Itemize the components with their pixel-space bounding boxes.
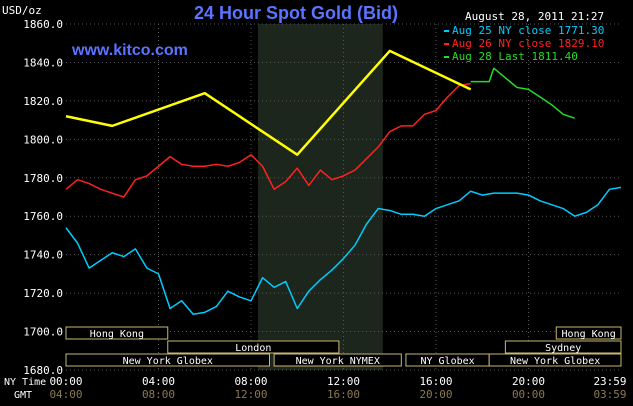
legend-item-aug25: Aug 25 NY close 1771.30 [452, 24, 604, 37]
session-bar [65, 326, 169, 340]
aug26-series-line [65, 82, 471, 198]
session-bar [167, 340, 340, 354]
y-axis-ticks: 1860.0 1840.0 1820.0 1800.0 1780.0 1760.0 1740… [23, 18, 63, 377]
y-tick-label: 1740.0 [23, 249, 63, 262]
session-label: Sydney [545, 343, 581, 354]
legend-item-aug28: Aug 28 Last 1811.40 [452, 50, 578, 63]
x-tick-label-ny: 04:00 [142, 375, 175, 388]
session-bar [488, 353, 622, 367]
session-label: Hong Kong [562, 329, 616, 340]
gmt-label: GMT [14, 390, 32, 401]
trading-sessions: Hong Kong London New York Globex New York N… [65, 326, 622, 367]
x-tick-label-gmt: 04:00 [49, 388, 82, 401]
session-label: New York Globex [510, 356, 600, 367]
y-tick-label: 1840.0 [23, 56, 63, 69]
nymex-shaded-region [257, 24, 383, 370]
y-tick-label: 1820.0 [23, 95, 63, 108]
series-layer [65, 49, 622, 316]
session-bar [555, 326, 622, 340]
y-tick-label: 1760.0 [23, 210, 63, 223]
ny-time-label: NY Time [4, 377, 46, 388]
y-tick-label: 1800.0 [23, 133, 63, 146]
y-tick-label: 1780.0 [23, 172, 63, 185]
y-tick-label: 1680.0 [23, 364, 63, 377]
legend-item-aug26: Aug 26 NY close 1829.10 [452, 37, 604, 50]
legend-swatch-aug26 [444, 43, 449, 45]
x-tick-label-gmt: 20:00 [419, 388, 452, 401]
x-tick-label-gmt: 12:00 [234, 388, 267, 401]
x-axis-ticks: 00:00 04:00 08:00 12:00 16:00 20:00 23:5904:00… [49, 375, 626, 401]
x-tick-label-ny: 08:00 [234, 375, 267, 388]
aug25-series-line [65, 186, 622, 316]
x-tick-label-gmt: 03:59 [593, 388, 626, 401]
y-tick-label: 1700.0 [23, 326, 63, 339]
session-bar [273, 353, 402, 367]
session-label: New York Globex [123, 356, 213, 367]
legend-swatch-aug25 [444, 30, 449, 32]
x-tick-label-ny: 20:00 [512, 375, 545, 388]
previous-day-series-line [65, 49, 472, 156]
session-label: Hong Kong [90, 329, 144, 340]
x-tick-label-gmt: 00:00 [512, 388, 545, 401]
session-bar [65, 353, 270, 367]
session-label: New York NYMEX [296, 356, 380, 367]
x-tick-label-ny: 12:00 [327, 375, 360, 388]
x-tick-label-ny: 16:00 [419, 375, 452, 388]
y-tick-label: 1720.0 [23, 287, 63, 300]
x-tick-label-gmt: 08:00 [142, 388, 175, 401]
timestamp: August 28, 2011 21:27 [465, 10, 604, 23]
session-label: London [235, 343, 271, 354]
y-tick-label: 1860.0 [23, 18, 63, 31]
watermark: www.kitco.com [71, 42, 188, 59]
aug28-series-line [470, 67, 575, 119]
chart-title: 24 Hour Spot Gold (Bid) [194, 3, 398, 23]
x-tick-label-ny: 23:59 [593, 375, 626, 388]
legend-swatch-aug28 [444, 56, 449, 58]
legend: Aug 25 NY close 1771.30 Aug 26 NY close … [444, 24, 604, 63]
x-tick-label-gmt: 16:00 [327, 388, 360, 401]
session-bar [504, 340, 622, 354]
x-tick-label-ny: 00:00 [49, 375, 82, 388]
session-label: NY Globex [420, 356, 474, 367]
y-unit-label: USD/oz [2, 4, 42, 17]
